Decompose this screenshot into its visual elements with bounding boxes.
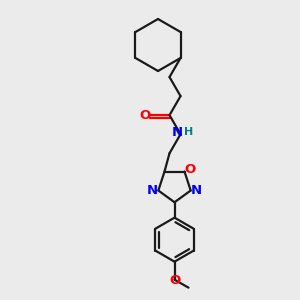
Text: O: O [184, 163, 195, 176]
Text: N: N [191, 184, 202, 197]
Text: N: N [172, 126, 183, 139]
Text: O: O [169, 274, 180, 287]
Text: O: O [139, 109, 150, 122]
Text: H: H [184, 127, 193, 137]
Text: N: N [147, 184, 158, 197]
